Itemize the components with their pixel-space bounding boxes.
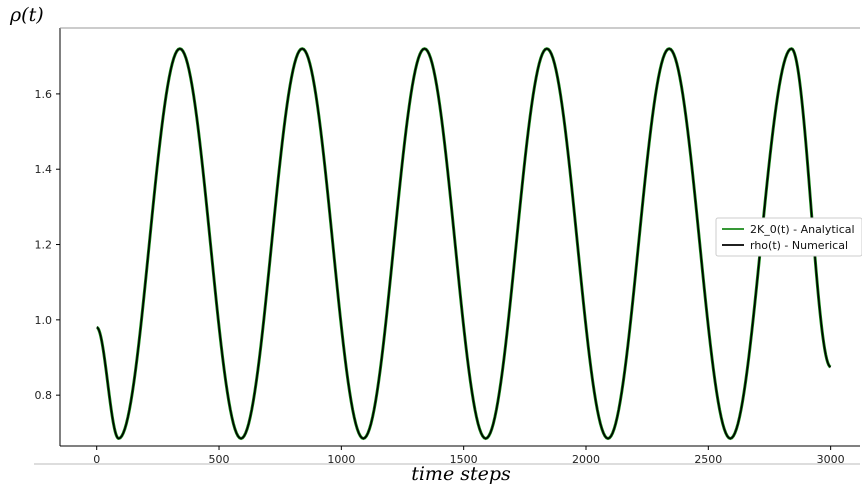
series-layer: [96, 47, 832, 441]
y-tick-label: 1.6: [35, 88, 53, 101]
x-tick-label: 500: [209, 453, 230, 466]
y-tick-label: 1.0: [35, 314, 53, 327]
x-tick-label: 1000: [327, 453, 355, 466]
x-axis-label: time steps: [411, 463, 511, 485]
legend: 2K_0(t) - Analytical rho(t) - Numerical: [715, 217, 862, 257]
y-tick-label: 1.4: [35, 163, 53, 176]
x-tick-label: 1500: [450, 453, 478, 466]
legend-label: rho(t) - Numerical: [750, 239, 848, 252]
series-numerical-line: [96, 47, 831, 440]
x-tick-label: 2000: [572, 453, 600, 466]
y-tick-label: 1.2: [35, 239, 53, 252]
x-tick-label: 0: [93, 453, 100, 466]
x-tick-label: 2500: [694, 453, 722, 466]
axes: 0.8 1.0 1.2 1.4 1.6 0 500 1000 1500 2000 2500 3000: [34, 27, 860, 466]
y-axis-label: ρ(t): [10, 4, 44, 26]
legend-box: [715, 217, 862, 257]
legend-label: 2K_0(t) - Analytical: [750, 223, 855, 236]
x-tick-label: 3000: [817, 453, 845, 466]
y-tick-label: 0.8: [35, 389, 53, 402]
